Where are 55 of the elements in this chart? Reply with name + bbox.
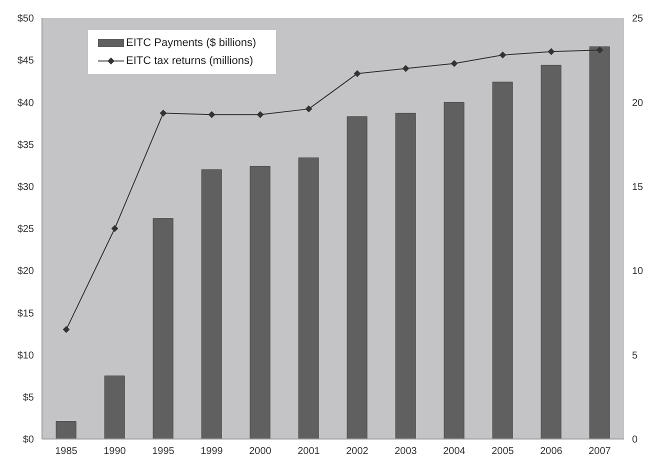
point [111,225,118,232]
x-tick-label: 1990 [104,446,126,458]
y-tick-label: $50 [17,14,34,25]
y2-tick-label: 10 [632,266,644,278]
y-tick-label: $15 [17,308,34,320]
bar [589,46,610,439]
bar [250,166,270,439]
y2-tick-label: 25 [632,14,644,25]
y-tick-label: $5 [22,392,34,404]
bar [540,64,562,439]
x-tick-label: 1995 [152,446,175,458]
y2-tick-label: 0 [632,434,638,446]
x-tick-label: 2003 [394,446,418,458]
y-tick-label: $35 [17,140,34,151]
point [402,65,410,72]
point [62,326,70,334]
x-tick-label: 1985 [55,446,78,458]
x-tick-label: 2007 [588,446,612,458]
y-tick-label: $20 [17,266,34,278]
y2-tick-label: 20 [632,98,644,109]
point [499,52,506,59]
x-tick-label: 2004 [443,446,466,458]
x-tick-label: 2000 [249,446,272,458]
bar [346,116,368,439]
y2-tick-label: 5 [632,350,638,362]
legend-label: EITC Payments ($ billions) [126,37,256,49]
y-tick-label: $25 [17,224,34,236]
bar [152,218,174,439]
bar [492,82,513,439]
point [450,60,458,67]
y-tick-label: $30 [17,182,34,193]
point [208,111,216,118]
bar [56,421,76,439]
y-tick-label: $40 [17,98,34,109]
bar [395,112,416,439]
x-tick-label: 2005 [492,446,514,458]
y2-tick-label: 15 [632,182,644,193]
legend-label: EITC tax returns (millions) [126,55,254,67]
point [256,111,264,118]
x-tick-label: 2006 [540,446,563,458]
point [160,110,167,117]
x-tick-label: 2002 [346,446,369,458]
point [354,70,361,78]
bar [201,169,222,439]
bar [444,102,464,439]
bar [104,376,125,439]
x-tick-label: 1999 [200,446,224,458]
point [548,48,555,56]
point [596,46,604,54]
x-tick-label: 2001 [298,446,320,458]
bar [298,158,319,439]
y-tick-label: $45 [17,56,34,67]
point [305,105,312,112]
y-tick-label: $0 [22,434,34,446]
y-tick-label: $10 [17,350,34,362]
